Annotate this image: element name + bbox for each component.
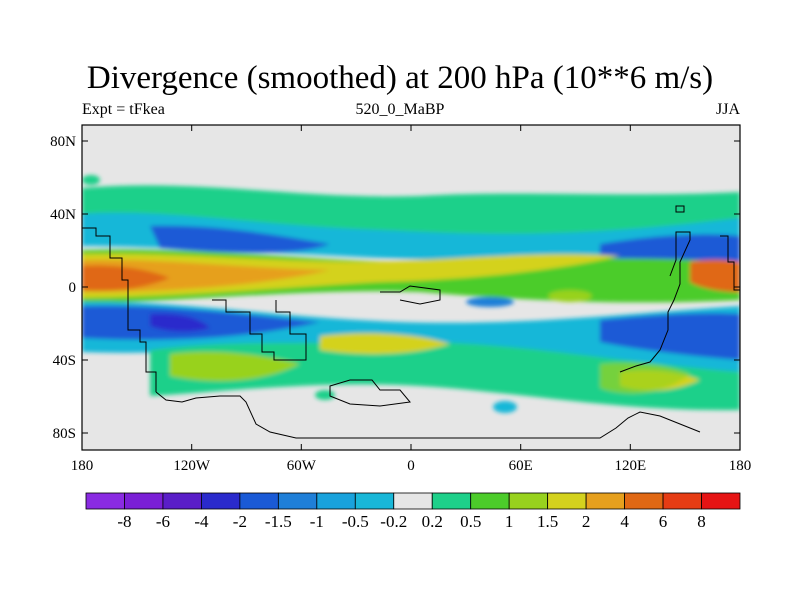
lat-tick-0: 0 — [69, 280, 77, 296]
colorbar-label: -6 — [156, 512, 170, 531]
contour-red-equator — [82, 265, 170, 291]
colorbar-label: -8 — [117, 512, 131, 531]
contour-deepblue-north — [150, 225, 330, 253]
colorbar-label: 6 — [659, 512, 668, 531]
contour-lime-south — [170, 351, 300, 381]
colorbar-label: -1 — [310, 512, 324, 531]
plot-title: Divergence (smoothed) at 200 hPa (10**6 … — [86, 60, 714, 96]
colorbar-swatch — [162, 492, 202, 510]
contour-blob-blue-1 — [466, 297, 514, 307]
lon-tick-60w: 60W — [287, 458, 317, 474]
colorbar-swatch — [701, 492, 741, 510]
colorbar-label: 2 — [582, 512, 591, 531]
colorbar-swatch — [393, 492, 433, 510]
colorbar-label: -0.5 — [342, 512, 369, 531]
colorbar-label: -0.2 — [380, 512, 407, 531]
contour-blob-yellow-1 — [548, 290, 592, 302]
experiment-label: Expt = tFkea — [82, 101, 165, 118]
colorbar-swatch — [547, 492, 587, 510]
colorbar-swatch — [624, 492, 664, 510]
longitude-axis: 180 120W 60W 0 60E 120E 180 — [71, 125, 752, 474]
lat-tick-40n: 40N — [50, 207, 76, 223]
colorbar-swatch — [201, 492, 241, 510]
colorbar-swatch — [431, 492, 472, 510]
colorbar-label: 8 — [697, 512, 706, 531]
colorbar-swatch — [85, 492, 125, 510]
colorbar-swatch — [316, 492, 356, 510]
lat-tick-80s: 80S — [53, 426, 76, 442]
lon-tick-180w: 180 — [71, 458, 94, 474]
contour-darkblue-sw — [150, 313, 210, 332]
colorbar-label: 4 — [620, 512, 629, 531]
lat-tick-40s: 40S — [53, 353, 76, 369]
colorbar-swatch — [508, 492, 549, 510]
coastlines — [82, 205, 740, 439]
colorbar-swatch — [470, 492, 510, 510]
colorbar-label: 1.5 — [537, 512, 558, 531]
lon-tick-120w: 120W — [173, 458, 211, 474]
contour-blob-green-2 — [315, 390, 335, 400]
contour-blob-green-1 — [493, 401, 517, 413]
colorbar-swatch — [354, 492, 395, 510]
lat-tick-80n: 80N — [50, 134, 76, 150]
period-label: 520_0_MaBP — [355, 101, 445, 118]
colorbar-swatch — [124, 492, 164, 510]
colorbar-swatch — [585, 492, 625, 510]
colorbar-label: 1 — [505, 512, 514, 531]
contour-blob-green-3 — [82, 175, 100, 185]
lon-tick-0: 0 — [407, 458, 415, 474]
season-label: JJA — [715, 101, 740, 118]
contour-orange-east — [690, 259, 740, 292]
latitude-axis: 80N 40N 0 40S 80S — [50, 134, 740, 442]
colorbar-label: -1.5 — [265, 512, 292, 531]
contour-lime-se — [600, 362, 690, 394]
lon-tick-120e: 120E — [614, 458, 646, 474]
contour-field — [82, 125, 740, 450]
lon-tick-180e: 180 — [729, 458, 752, 474]
colorbar-swatch — [239, 492, 279, 510]
colorbar: -8 -6 -4 -2 -1.5 -1 -0.5 -0.2 0.2 0.5 1 1.5 2 4 6 8 — [85, 492, 741, 531]
colorbar-label: 0.5 — [460, 512, 481, 531]
colorbar-label: -2 — [233, 512, 247, 531]
contour-green-south — [150, 341, 740, 411]
lon-tick-60e: 60E — [509, 458, 533, 474]
contour-deepblue-se — [600, 313, 740, 360]
colorbar-swatch — [662, 492, 702, 510]
colorbar-label: 0.2 — [422, 512, 443, 531]
colorbar-swatch — [277, 492, 318, 510]
colorbar-label: -4 — [194, 512, 209, 531]
contour-yellow-south — [320, 333, 450, 354]
